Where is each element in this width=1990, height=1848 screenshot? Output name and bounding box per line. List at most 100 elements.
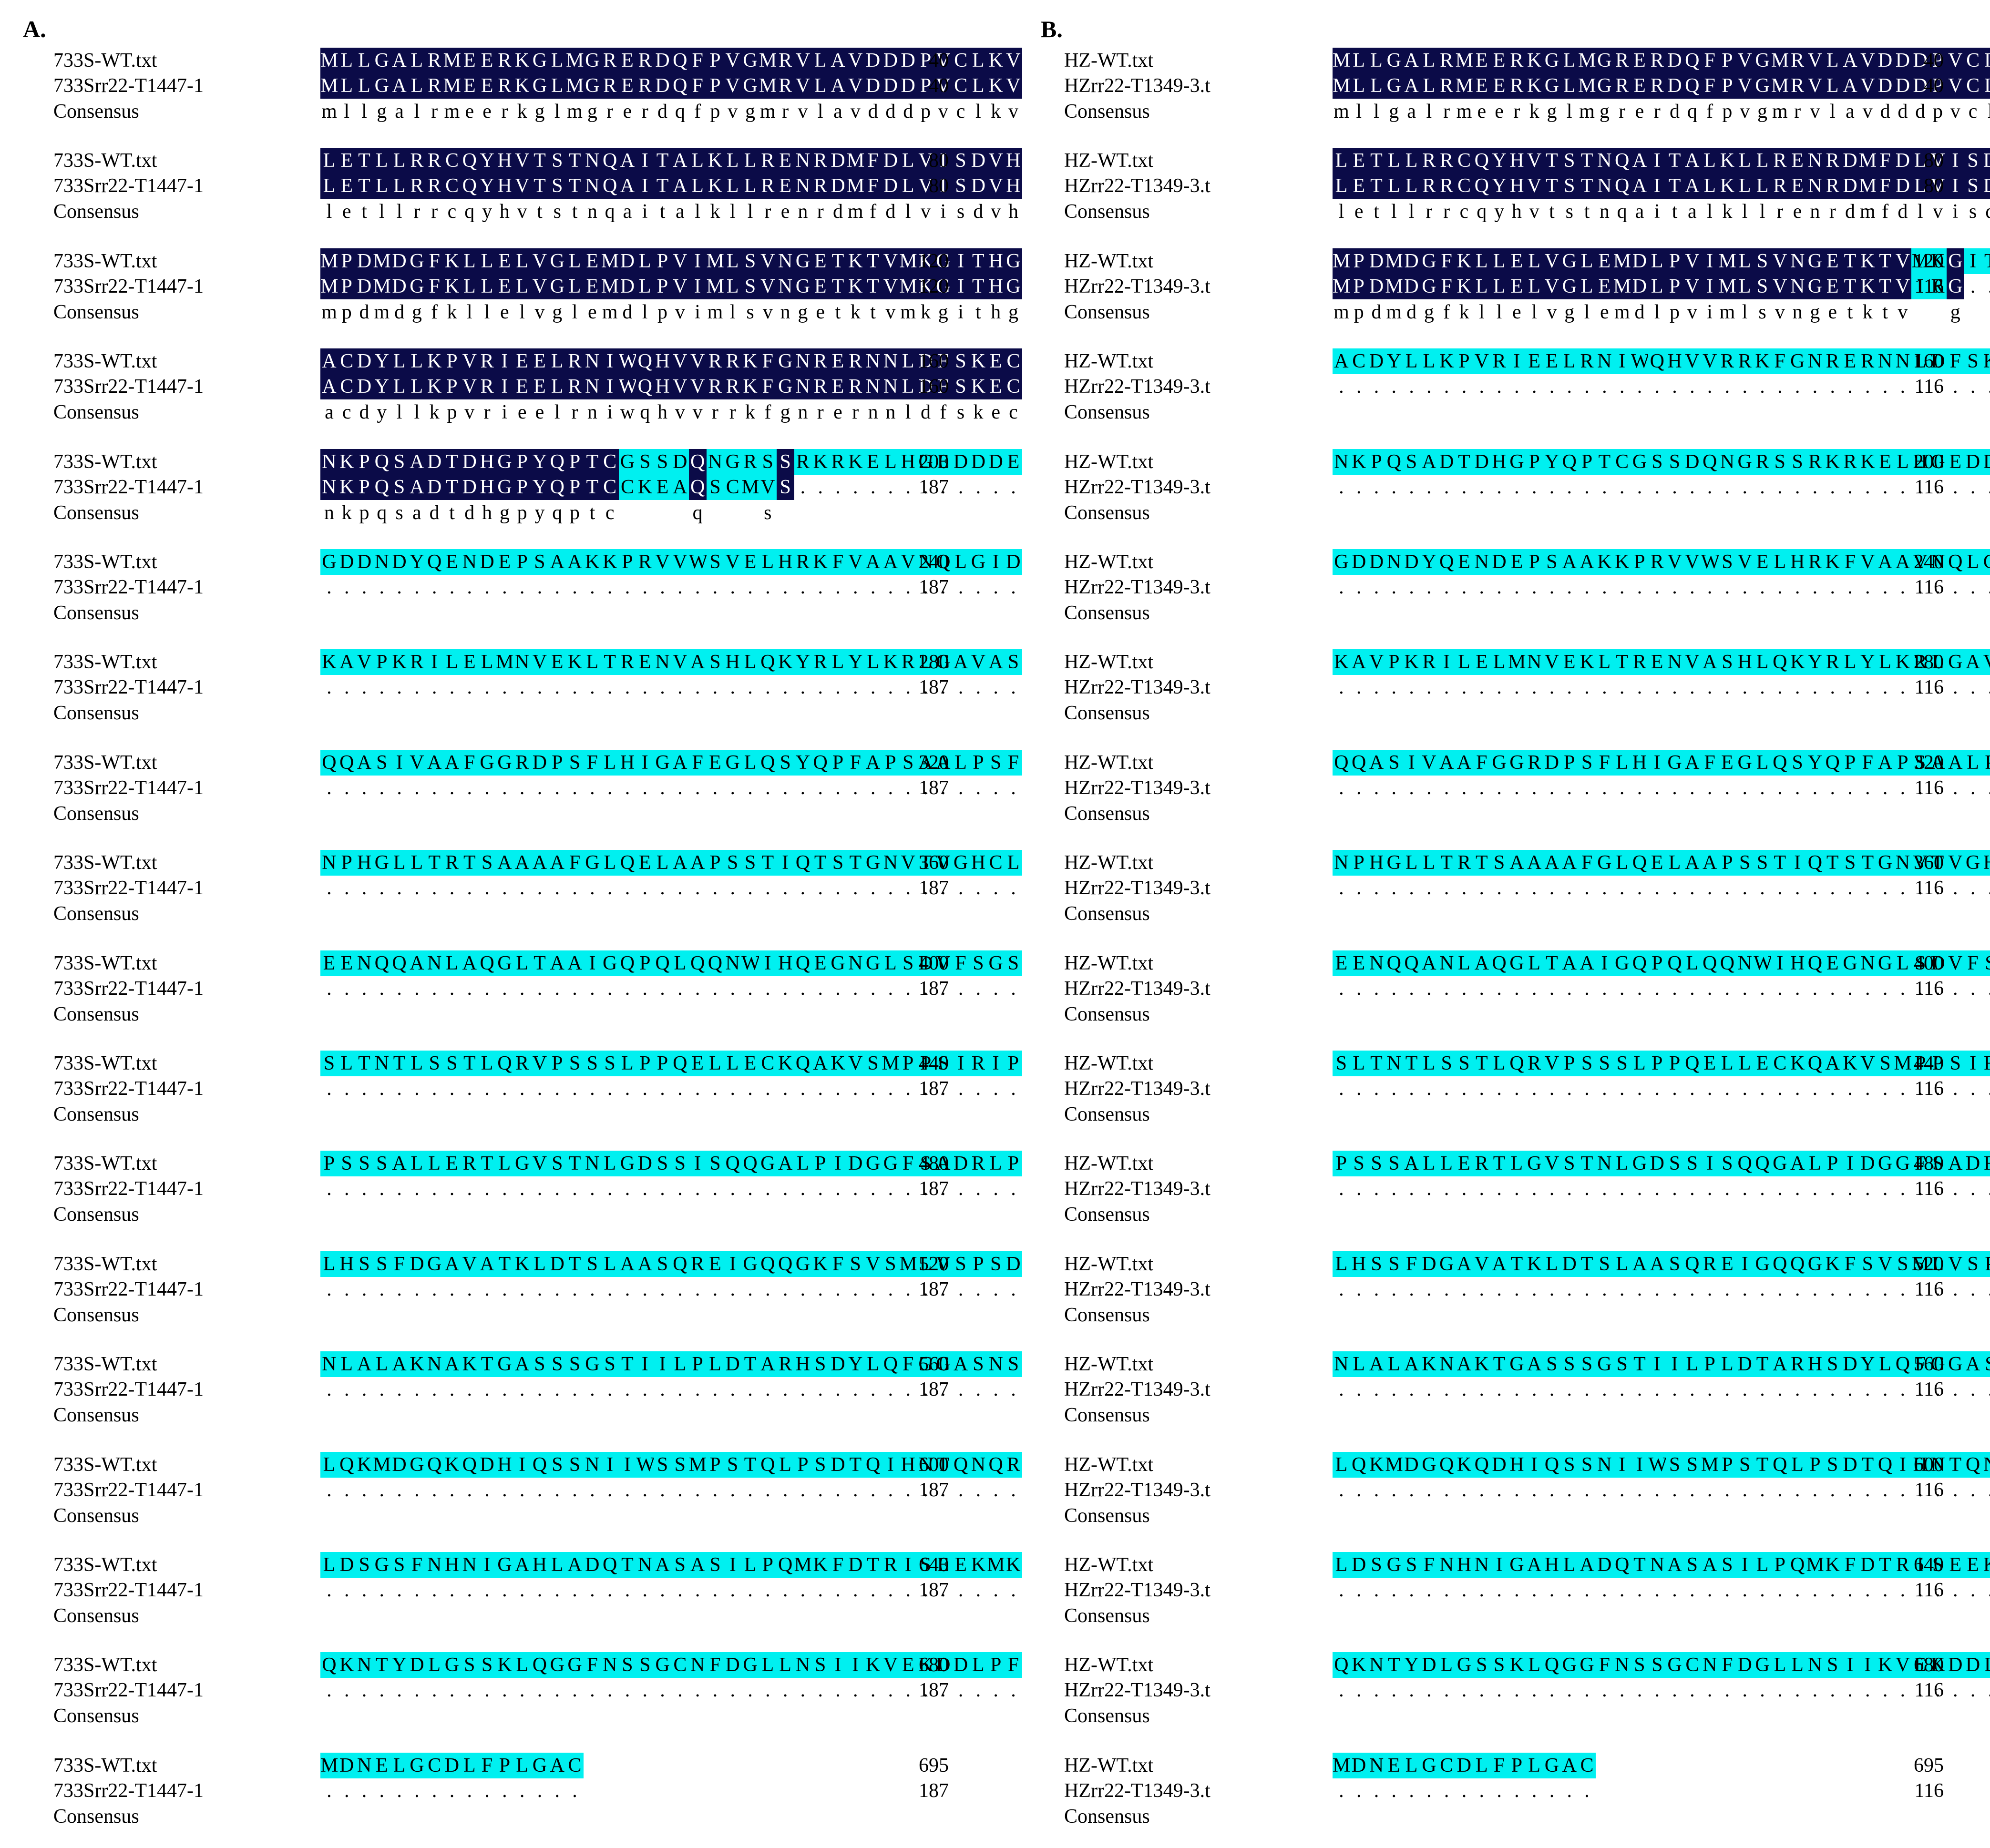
residue: L: [1788, 1451, 1806, 1478]
residue: I: [724, 1251, 742, 1277]
residue: R: [706, 374, 724, 400]
residue: .: [712, 1679, 718, 1702]
residue: .: [484, 776, 490, 799]
residue: P: [1718, 73, 1736, 99]
residue: D: [1437, 449, 1456, 475]
residue: R: [618, 649, 636, 675]
residue: .: [1444, 576, 1449, 598]
residue: P: [829, 749, 847, 776]
residue: .: [818, 676, 823, 699]
consensus-residue: t: [835, 301, 841, 323]
residue: L: [390, 374, 408, 400]
residue: V: [1736, 73, 1754, 99]
seq1-row: HZ-WT.txt N K P Q S A D T D H G P Y Q P T C G S S D Q N G R S S R K R K…: [995, 449, 1990, 475]
residue: .: [484, 1579, 490, 1601]
residue: R: [495, 48, 513, 73]
consensus-residue: e: [816, 301, 825, 323]
sequence-name: 733S-WT.txt: [53, 350, 157, 373]
residue: .: [1549, 1178, 1555, 1200]
residue: .: [958, 1479, 964, 1501]
residue: .: [590, 877, 595, 899]
residue: V: [688, 374, 707, 400]
residue: .: [748, 1378, 753, 1401]
consensus-residue: l: [1584, 301, 1590, 323]
residue: .: [449, 877, 455, 899]
residue: .: [1531, 576, 1537, 598]
residue: G: [583, 850, 601, 876]
residue: .: [502, 1178, 507, 1200]
residue: D: [1911, 73, 1929, 99]
residue: P: [338, 273, 356, 299]
consensus-residue: q: [640, 401, 650, 424]
sequence-name: HZ-WT.txt: [1064, 952, 1153, 974]
residue: R: [408, 173, 426, 199]
sequence-name: 733Srr22-T1447-1: [53, 977, 204, 1000]
position-number: 116: [1914, 1479, 1944, 1501]
residue: .: [958, 776, 964, 799]
residue: .: [1549, 576, 1555, 598]
residue: D: [846, 1151, 864, 1177]
residue: .: [467, 1779, 472, 1802]
residue: E: [899, 1652, 917, 1678]
seq1-row: HZ-WT.txt Q Q A S I V A A F G G R D P S F L H I G A F E G L Q S Y Q P F…: [995, 749, 1990, 776]
residue: .: [1935, 877, 1940, 899]
sequence-name: 733Srr22-T1447-1: [53, 1278, 204, 1300]
residue: .: [748, 1579, 753, 1601]
residue: N: [1385, 549, 1403, 575]
residue: N: [1595, 348, 1613, 375]
residue: F: [829, 549, 847, 575]
residue: S: [1543, 1351, 1561, 1378]
consensus-residue: k: [745, 401, 756, 424]
residue: E: [1824, 950, 1842, 976]
residue: H: [794, 1351, 812, 1378]
residue: .: [590, 776, 595, 799]
consensus-residue: d: [885, 201, 896, 223]
residue: L: [320, 1552, 338, 1578]
residue: .: [449, 1479, 455, 1501]
residue: .: [800, 1178, 806, 1200]
residue: .: [1672, 576, 1677, 598]
residue: E: [1333, 950, 1350, 976]
residue: M: [1718, 248, 1736, 274]
residue: Q: [548, 474, 566, 500]
residue: I: [1490, 1552, 1508, 1578]
residue: T: [461, 850, 479, 876]
residue: .: [1760, 977, 1765, 1000]
residue-sequence: ........................................: [1333, 574, 1990, 600]
residue: .: [1391, 376, 1397, 398]
consensus-row: Consensus: [0, 1402, 995, 1428]
residue: .: [782, 1178, 788, 1200]
residue: .: [923, 1178, 928, 1200]
residue: .: [730, 1178, 735, 1200]
residue: V: [846, 1051, 864, 1076]
residue: C: [759, 1051, 777, 1076]
residue: I: [987, 1051, 1005, 1076]
panel-label: B.: [1041, 16, 1063, 42]
residue: .: [1409, 1579, 1414, 1601]
residue: C: [338, 348, 356, 375]
residue: T: [443, 474, 461, 500]
position-number: 40: [1924, 75, 1944, 97]
residue: .: [1795, 476, 1800, 498]
residue: V: [1005, 73, 1022, 99]
residue: Y: [1543, 449, 1561, 475]
residue: V: [934, 850, 952, 876]
residue: P: [654, 248, 671, 274]
residue: F: [1841, 1552, 1859, 1578]
residue: .: [1391, 1178, 1397, 1200]
residue: L: [1876, 649, 1894, 675]
residue: L: [1385, 148, 1403, 174]
residue: Q: [1771, 649, 1789, 675]
residue: .: [554, 1479, 560, 1501]
residue: .: [1865, 977, 1870, 1000]
residue: A: [355, 749, 373, 776]
residue-sequence: ........................................: [1333, 1377, 1990, 1402]
residue: G: [1385, 850, 1403, 876]
residue: S: [1578, 1051, 1596, 1076]
residue: D: [425, 449, 443, 475]
residue: .: [361, 776, 367, 799]
residue: .: [1970, 977, 1976, 1000]
residue: .: [1011, 1178, 1016, 1200]
residue: G: [1929, 1351, 1947, 1378]
residue: A: [355, 1351, 373, 1378]
